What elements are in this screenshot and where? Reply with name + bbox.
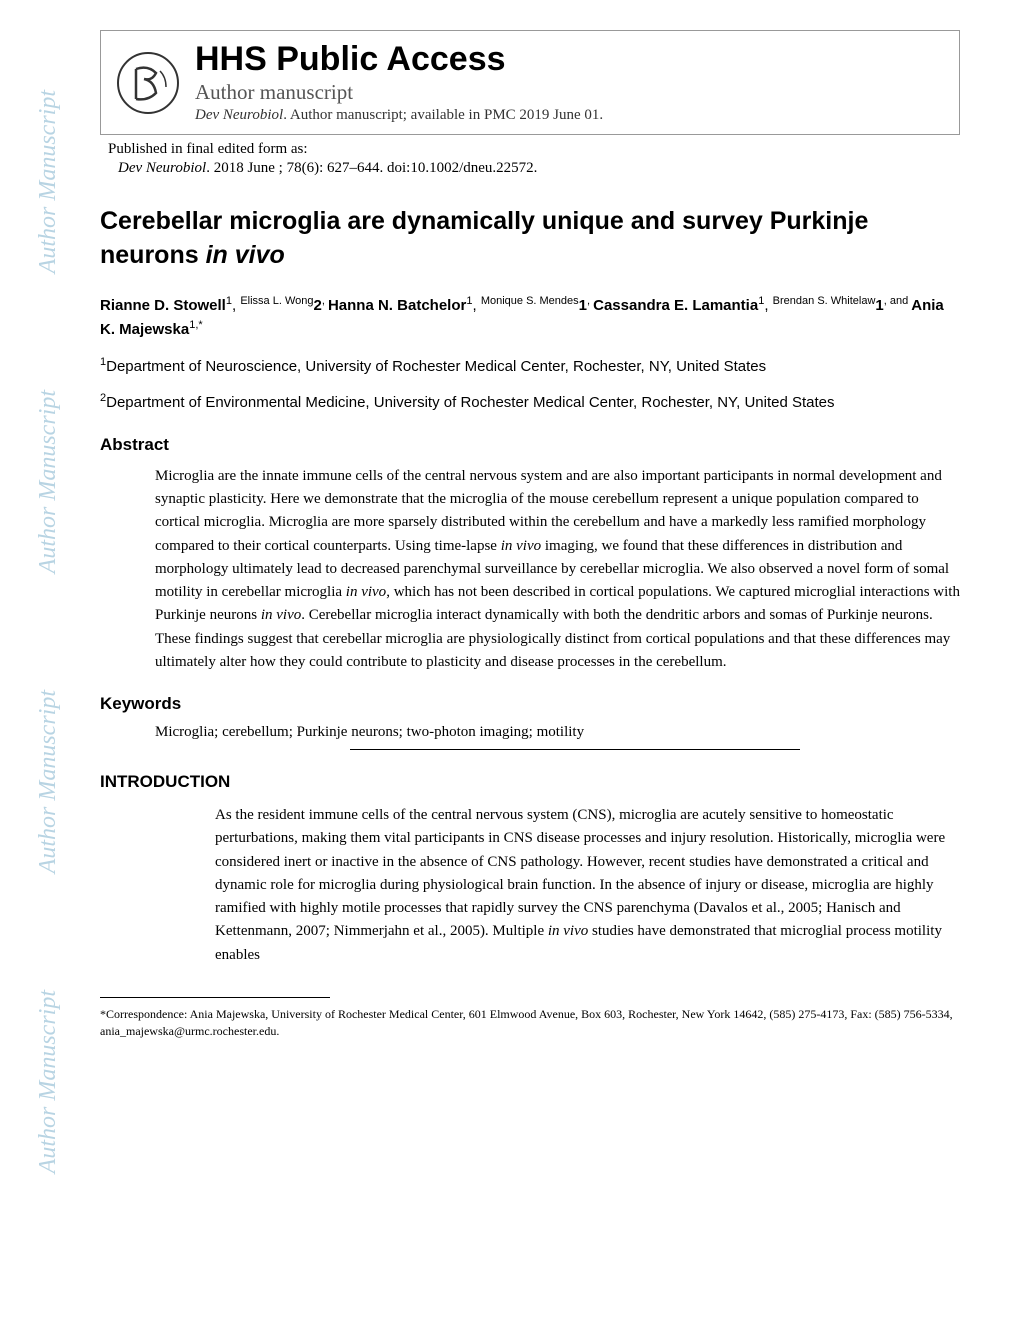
watermark-author-manuscript-2: Author Manuscript: [35, 390, 62, 573]
abstract-heading: Abstract: [100, 435, 960, 455]
section-divider: [350, 749, 800, 750]
affiliation-2-text: Department of Environmental Medicine, Un…: [106, 394, 834, 411]
published-form-label: Published in final edited form as:: [108, 141, 960, 158]
authors-list: Rianne D. Stowell1, Elissa L. Wong2, Han…: [100, 293, 960, 342]
abstract-body: Microglia are the innate immune cells of…: [155, 465, 960, 674]
hhs-public-access-title: HHS Public Access: [195, 41, 944, 78]
author-manuscript-label: Author manuscript: [195, 80, 944, 105]
citation-line: Dev Neurobiol. 2018 June ; 78(6): 627–64…: [118, 160, 960, 177]
citation-journal: Dev Neurobiol: [118, 160, 206, 176]
correspondence-footnote: *Correspondence: Ania Majewska, Universi…: [100, 1006, 960, 1040]
title-italic: in vivo: [206, 241, 285, 269]
header-box: HHS Public Access Author manuscript Dev …: [100, 30, 960, 135]
hhs-logo-icon: [116, 51, 180, 115]
journal-abbrev: Dev Neurobiol: [195, 107, 283, 123]
article-title: Cerebellar microglia are dynamically uni…: [100, 205, 960, 273]
watermark-author-manuscript-4: Author Manuscript: [35, 990, 62, 1173]
introduction-heading: INTRODUCTION: [100, 772, 960, 792]
header-text-block: HHS Public Access Author manuscript Dev …: [195, 41, 944, 124]
affiliation-2: 2Department of Environmental Medicine, U…: [100, 390, 960, 415]
citation-details: . 2018 June ; 78(6): 627–644. doi:10.100…: [206, 160, 537, 176]
affiliation-1-text: Department of Neuroscience, University o…: [106, 358, 766, 375]
watermark-author-manuscript-3: Author Manuscript: [35, 690, 62, 873]
affiliation-1: 1Department of Neuroscience, University …: [100, 354, 960, 379]
introduction-body: As the resident immune cells of the cent…: [215, 804, 960, 967]
footnote-divider: [100, 997, 330, 998]
keywords-heading: Keywords: [100, 694, 960, 714]
availability-text: . Author manuscript; available in PMC 20…: [283, 107, 603, 123]
journal-availability-line: Dev Neurobiol. Author manuscript; availa…: [195, 107, 944, 124]
watermark-author-manuscript-1: Author Manuscript: [35, 90, 62, 273]
keywords-body: Microglia; cerebellum; Purkinje neurons;…: [155, 724, 960, 741]
